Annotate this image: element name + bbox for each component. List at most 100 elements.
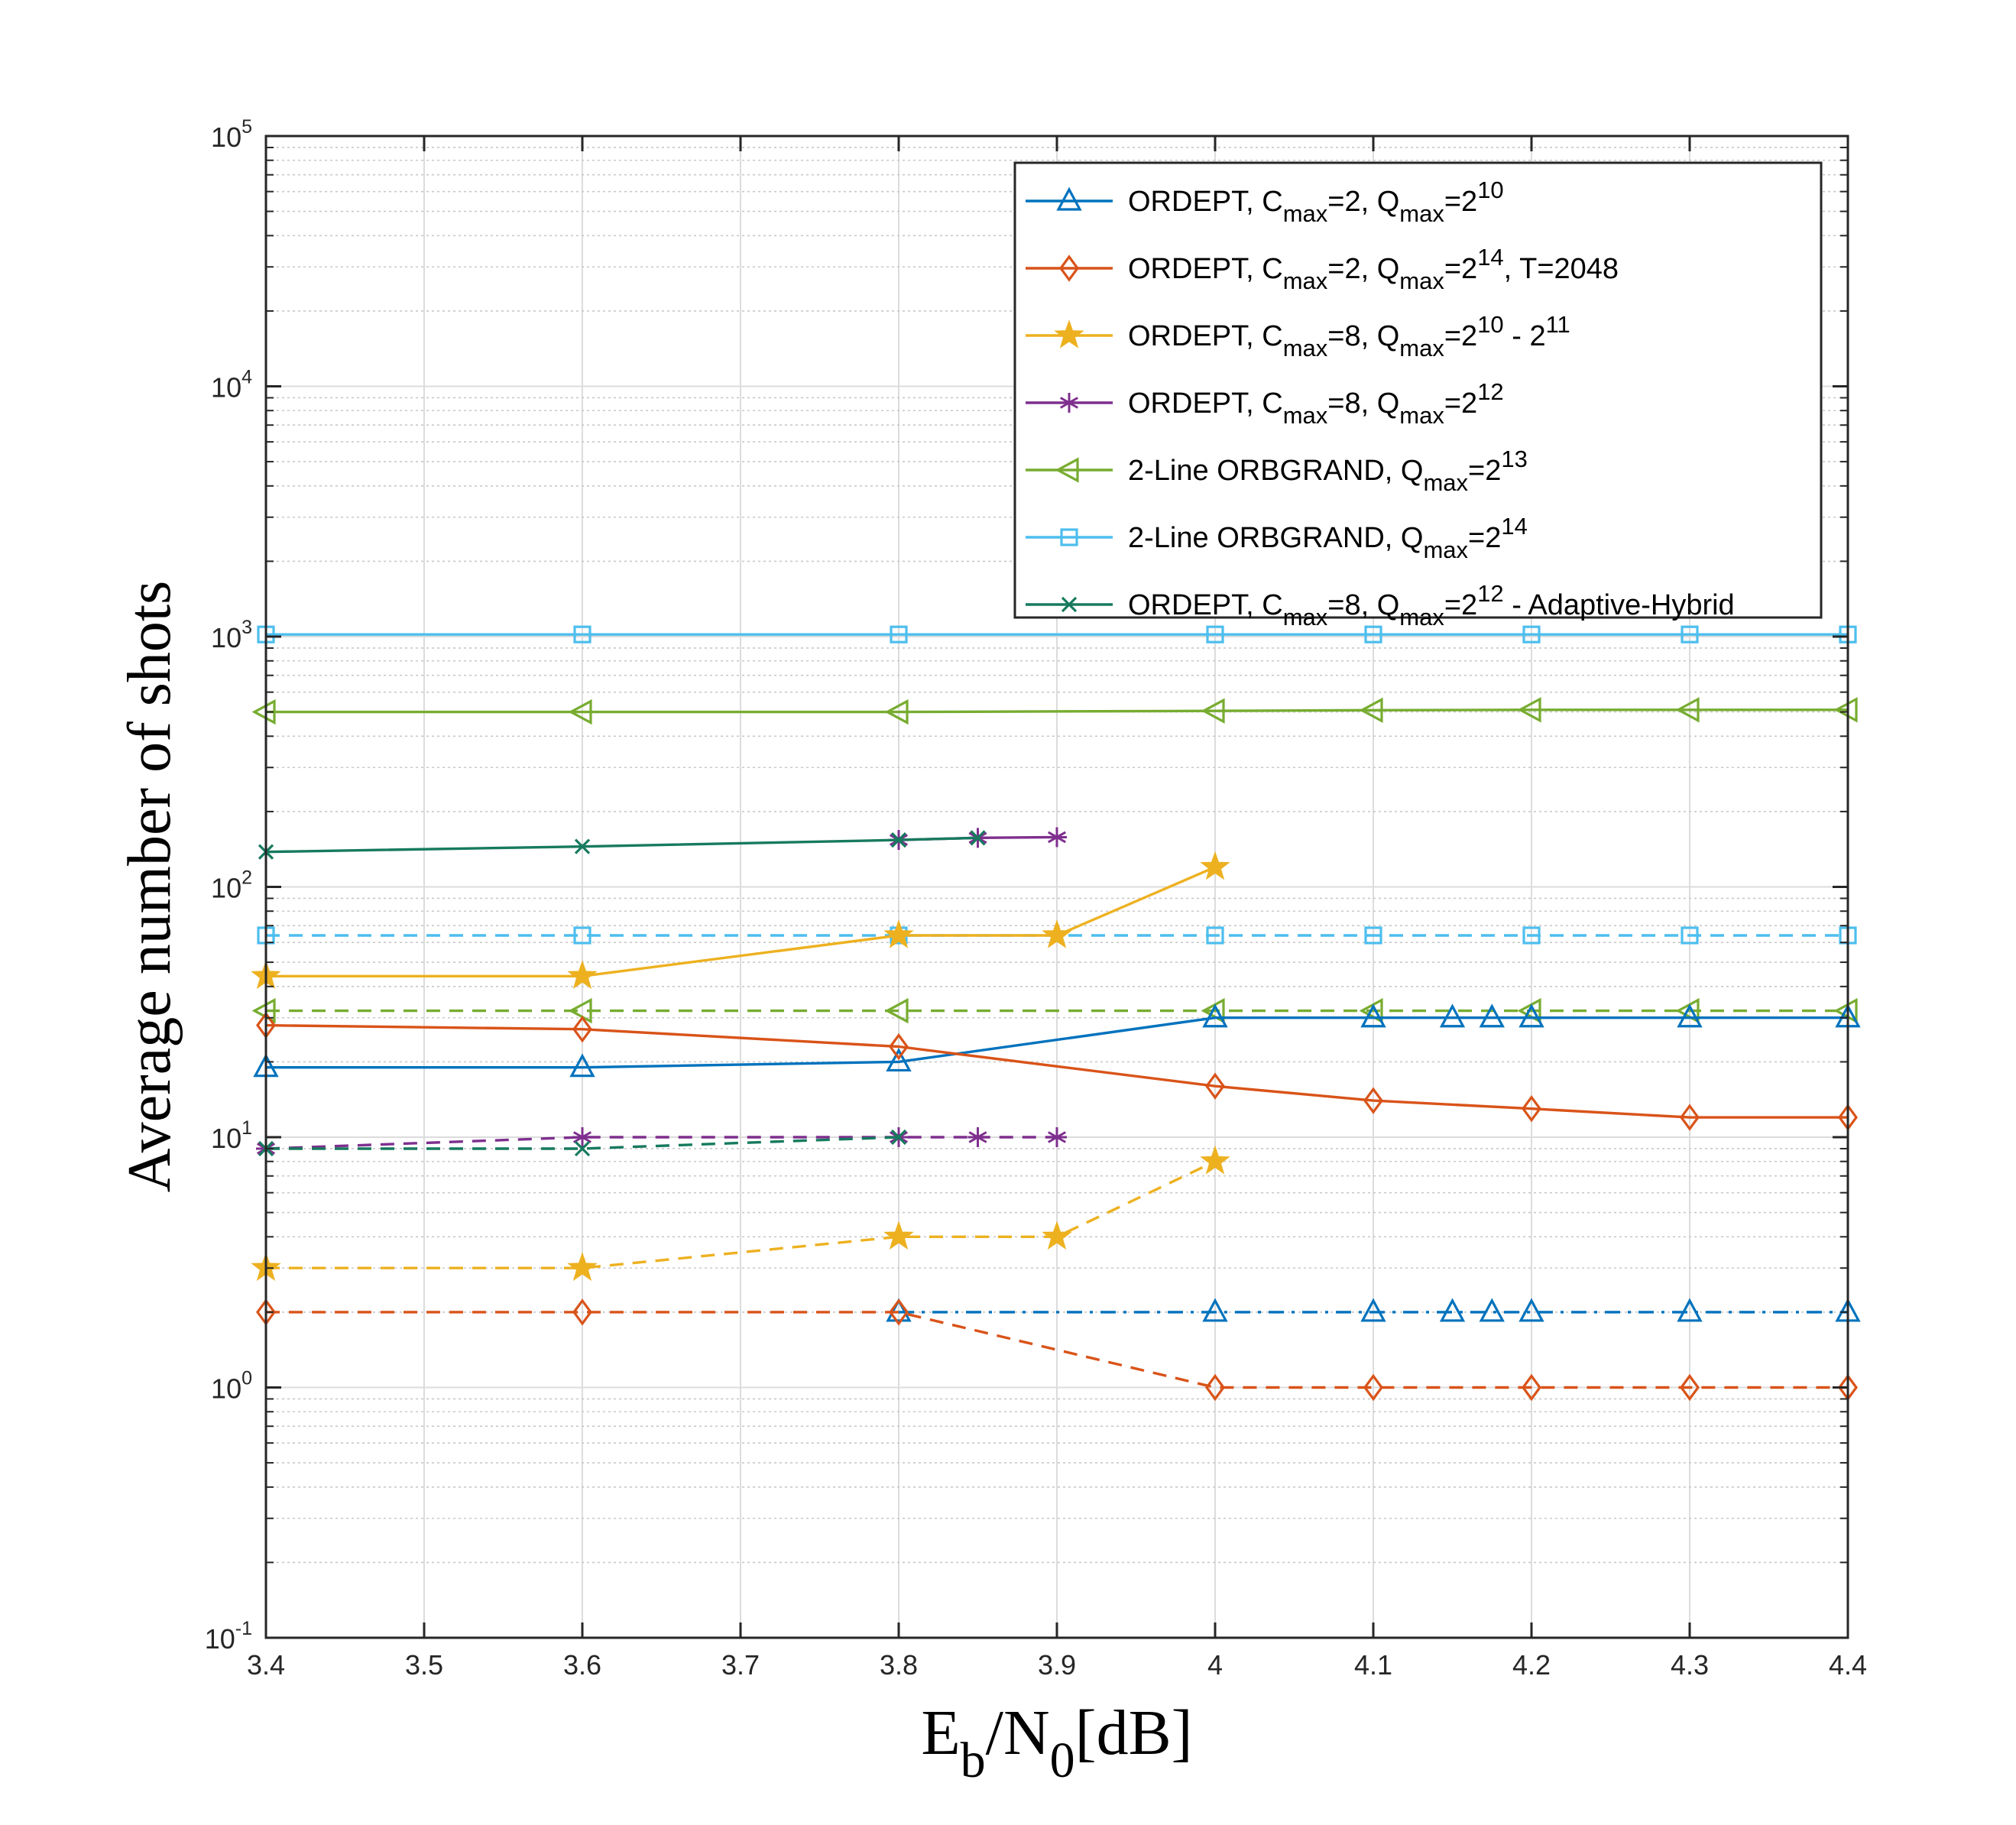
legend-label-part: =2	[1444, 320, 1477, 352]
ordept-c8-q12-adaptive-solid-line	[265, 836, 978, 854]
orbgrand-q14-solid-point-3	[1206, 625, 1224, 643]
y-tick-exp: -1	[235, 1618, 252, 1639]
x-tick-label-5: 3.9	[1038, 1649, 1076, 1681]
y-tick-base: 10	[211, 622, 241, 653]
ordept-c2-q14-t2048-solid-line	[265, 1023, 1848, 1119]
orbgrand-q13-dashed-point-2	[884, 997, 909, 1024]
legend-label-part: =2	[1444, 253, 1477, 285]
y-axis-title: Average number of shots	[116, 581, 183, 1193]
orbgrand-q13-dashed-point-4	[1359, 997, 1383, 1024]
y-tick-label-4: 103	[211, 617, 252, 653]
legend-marker	[1054, 319, 1084, 348]
ordept-c2-q10-solid-point-8	[1677, 1003, 1703, 1028]
orbgrand-q14-dashed-point-4	[1364, 926, 1382, 945]
y-tick-exp: 4	[241, 367, 252, 388]
series-layer	[251, 625, 1861, 1402]
legend-label-part: max	[1399, 267, 1444, 294]
ordept-c2-q10-solid-point-5	[1439, 1003, 1466, 1028]
ordept-c2-q14-t2048-solid	[256, 1011, 1858, 1131]
legend-label-part: =2	[1444, 186, 1477, 218]
y-tick-label-2: 101	[211, 1117, 252, 1154]
ordept-c8-q10-11-solid-point-2	[883, 919, 914, 948]
legend-label-part: max	[1283, 402, 1328, 429]
ordept-c2-q14-t2048-dashed-point-3	[1205, 1373, 1225, 1402]
orbgrand-q13-dashed-point-6	[1675, 997, 1700, 1024]
x-axis-title: Eb/N0[dB]	[921, 1697, 1192, 1788]
x-tick-label-10: 4.4	[1829, 1649, 1867, 1681]
ordept-c2-q14-t2048-solid-point-6	[1680, 1104, 1700, 1131]
ordept-c8-q12-adaptive-dashed-point-2-stroke	[890, 1129, 907, 1146]
orbgrand-q14-dashed-point-3	[1206, 926, 1224, 945]
orbgrand-q13-solid-line	[266, 708, 1848, 714]
y-tick-exp: 0	[241, 1368, 252, 1389]
ordept-c2-q10-solid-point-3	[1202, 1003, 1228, 1028]
x-axis-title-part: [dB]	[1075, 1697, 1193, 1768]
y-tick-base: 10	[211, 873, 241, 904]
legend-entry-ordept-c8-q12-adaptive: ORDEPT, Cmax=8, Qmax=212 - Adaptive-Hybr…	[1026, 580, 1735, 630]
legend-label-part: max	[1423, 536, 1468, 563]
orbgrand-q13-solid-point-2	[884, 699, 909, 725]
orbgrand-q14-dashed-point-6	[1681, 926, 1699, 945]
orbgrand-q13-solid-point-5	[1517, 697, 1541, 723]
ordept-c2-q14-t2048-dashed-point-5	[1522, 1373, 1541, 1402]
legend-label-part: 13	[1501, 446, 1527, 472]
x-tick-label-8: 4.2	[1512, 1649, 1551, 1681]
y-tick-label-0: 10-1	[205, 1618, 252, 1655]
y-tick-base: 10	[211, 1123, 241, 1154]
ordept-c8-q10-11-solid-point-4	[1200, 851, 1230, 880]
ordept-c2-q10-solid-point-2	[886, 1048, 912, 1072]
legend-label-part: 14	[1501, 513, 1527, 540]
orbgrand-q14-dashed-point-5	[1522, 926, 1541, 945]
ordept-c2-q10-solid	[253, 1003, 1861, 1078]
legend-label-part: - 2	[1504, 320, 1546, 352]
x-axis-title-part: E	[921, 1697, 960, 1768]
ordept-c2-q10-solid-line	[266, 1016, 1848, 1069]
y-tick-label-6: 105	[211, 116, 252, 153]
ordept-c2-q14-t2048-solid-point-5	[1522, 1094, 1541, 1123]
legend-label-part: max	[1399, 402, 1444, 429]
legend-label-part: , T=2048	[1504, 253, 1619, 285]
orbgrand-q14-solid-point-5	[1522, 625, 1541, 643]
orbgrand-q13-dashed-point-1	[568, 997, 592, 1024]
legend-label-part: 12	[1477, 378, 1503, 405]
ordept-c2-q10-dashed-point-0	[886, 1298, 912, 1322]
y-tick-label-5: 104	[211, 367, 252, 404]
ordept-c8-q12-dashed-point-4	[1047, 1127, 1067, 1147]
ordept-c8-q12-adaptive-solid-point-1	[574, 838, 591, 854]
legend-label: ORDEPT, Cmax=2, Qmax=214, T=2048	[1128, 244, 1619, 294]
ordept-c2-q10-dashed-point-5	[1518, 1298, 1544, 1322]
ordept-c2-q10-dashed	[886, 1298, 1861, 1322]
legend-label-part: =2	[1468, 522, 1501, 554]
orbgrand-q14-solid-point-1	[573, 625, 592, 643]
y-tick-exp: 1	[241, 1117, 252, 1139]
legend-label-part: max	[1283, 200, 1328, 227]
orbgrand-q13-dashed-point-7	[1833, 997, 1858, 1024]
orbgrand-q14-solid-point-2	[890, 625, 908, 643]
legend-marker	[1055, 457, 1079, 483]
legend-label: ORDEPT, Cmax=8, Qmax=212	[1128, 378, 1504, 429]
legend-label-part: max	[1423, 469, 1468, 496]
legend-label: ORDEPT, Cmax=8, Qmax=210 - 211	[1128, 311, 1570, 361]
legend-label-part: =2, Q	[1327, 253, 1399, 285]
legend-label-part: =8, Q	[1327, 387, 1399, 420]
legend-label-part: =8, Q	[1327, 320, 1399, 352]
ordept-c2-q10-solid-point-7	[1518, 1003, 1544, 1028]
orbgrand-q13-solid-point-7	[1833, 697, 1858, 723]
legend-entry-orbgrand-q13: 2-Line ORBGRAND, Qmax=213	[1026, 446, 1528, 496]
legend-box	[1013, 161, 1823, 619]
legend-label-part: ORDEPT, C	[1128, 387, 1283, 420]
legend-label-part: 12	[1477, 580, 1503, 607]
orbgrand-q14-solid-point-6	[1681, 625, 1699, 643]
ordept-c8-q12-adaptive-solid-point-1-stroke	[574, 838, 591, 854]
legend-entry-ordept-c8-q10-11: ORDEPT, Cmax=8, Qmax=210 - 211	[1026, 311, 1570, 361]
orbgrand-q13-solid-point-3	[1201, 698, 1225, 724]
orbgrand-q13-solid-point-6	[1675, 697, 1700, 723]
ordept-c8-q12-dashed-point-3	[967, 1127, 988, 1147]
ordept-c8-q12-adaptive-dashed-point-1	[574, 1140, 591, 1157]
legend-label-part: max	[1283, 267, 1328, 294]
ordept-c8-q12-adaptive-dashed-line	[266, 1136, 899, 1150]
orbgrand-q14-solid-point-4	[1364, 625, 1382, 643]
legend-label-part: 14	[1477, 244, 1503, 271]
y-tick-label-1: 100	[211, 1368, 252, 1405]
ordept-c8-q12-dashed-line	[265, 1136, 1057, 1150]
